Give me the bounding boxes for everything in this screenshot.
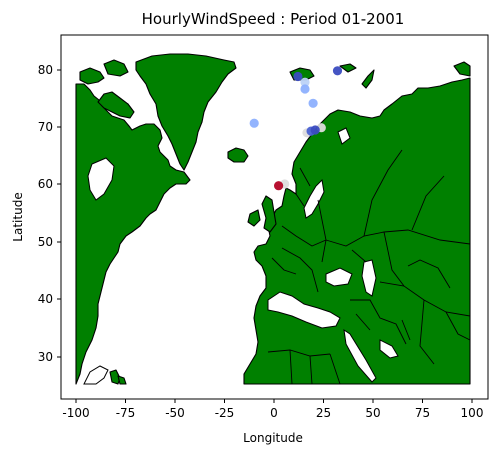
franz-josef-land	[339, 63, 357, 73]
x-tick-label: 0	[270, 406, 278, 420]
siberian-islands	[453, 61, 471, 77]
novaya-zemlya	[361, 69, 375, 89]
ellesmere-island	[103, 59, 129, 77]
y-tick-label: 30	[38, 350, 53, 364]
scatter-point-3	[300, 84, 310, 94]
baffin-island	[97, 91, 135, 119]
scatter-point-5	[249, 118, 259, 128]
scatter-point-4	[308, 98, 318, 108]
x-tick-label: 100	[461, 406, 484, 420]
caribbean-islands	[117, 375, 127, 385]
x-tick-label: -50	[165, 406, 185, 420]
ireland	[247, 209, 261, 227]
hudson-bay	[87, 157, 115, 201]
country-borders	[267, 149, 471, 385]
scatter-point-11	[274, 181, 284, 191]
y-tick-label: 60	[38, 177, 53, 191]
x-axis-label: Longitude	[243, 431, 303, 445]
scatter-point-9	[310, 125, 320, 135]
x-tick-label: -100	[62, 406, 89, 420]
data-points	[249, 66, 343, 191]
y-axis-label: Latitude	[11, 192, 25, 241]
black-sea	[325, 267, 353, 287]
x-tick-label: -75	[116, 406, 136, 420]
iceland	[227, 147, 249, 163]
arctic-islands	[79, 67, 105, 85]
baltic-sea	[303, 178, 325, 219]
red-sea	[343, 328, 377, 383]
x-tick-label: -25	[215, 406, 235, 420]
y-tick-label: 70	[38, 120, 53, 134]
x-tick-label: 75	[415, 406, 430, 420]
y-tick-label: 40	[38, 292, 53, 306]
y-axis: 30 40 50 60 70 80	[38, 63, 61, 364]
y-tick-label: 80	[38, 63, 53, 77]
inland-seas	[83, 127, 399, 385]
greenland	[135, 53, 237, 171]
mediterranean-sea	[267, 291, 341, 329]
x-tick-label: 50	[365, 406, 380, 420]
great-britain	[261, 195, 277, 233]
border-lines	[267, 149, 471, 385]
scatter-point-0	[332, 66, 343, 76]
gulf-of-mexico	[83, 365, 109, 385]
x-tick-label: 25	[316, 406, 331, 420]
caspian-sea	[361, 259, 377, 297]
scatter-point-1	[293, 71, 303, 82]
chart-title: HourlyWindSpeed : Period 01-2001	[142, 10, 405, 28]
scatter-point-2	[300, 77, 310, 87]
persian-gulf	[379, 339, 399, 359]
white-sea	[337, 127, 351, 145]
x-axis: -100 -75 -50 -25 0 25 50 75 100	[62, 399, 483, 420]
y-tick-label: 50	[38, 235, 53, 249]
